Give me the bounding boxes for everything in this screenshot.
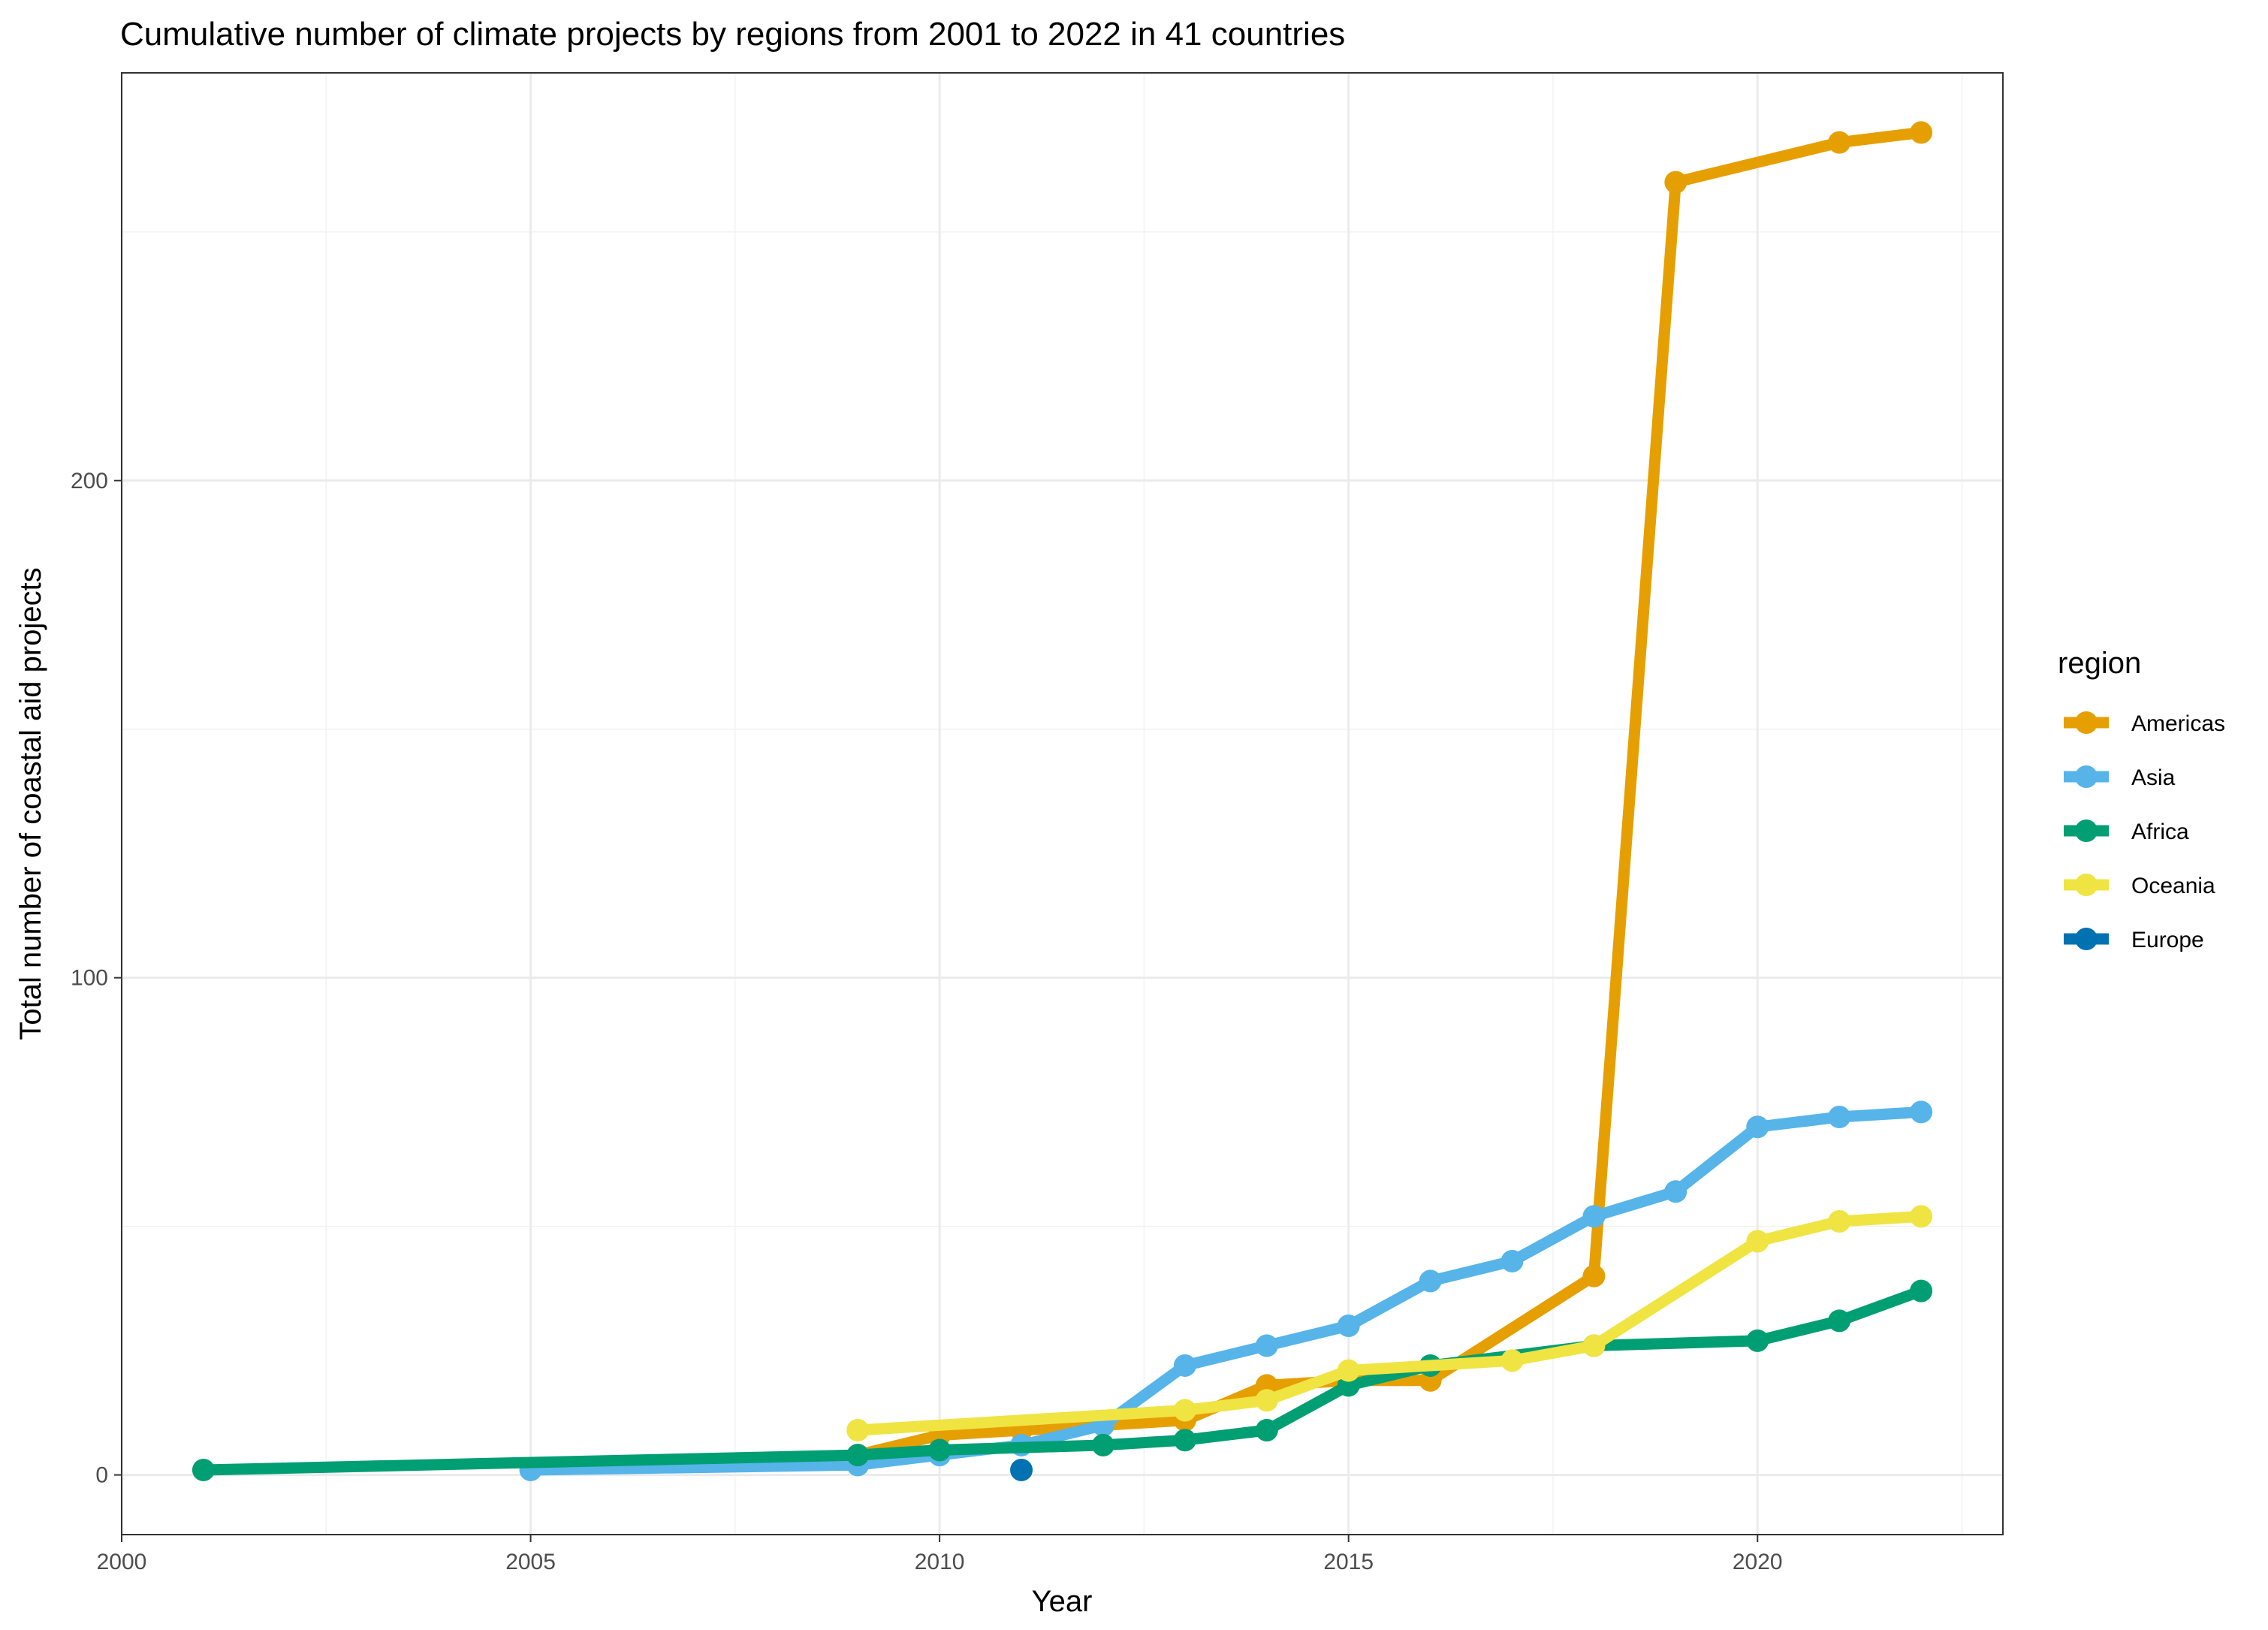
- data-point-americas: [1664, 171, 1687, 194]
- y-tick-label: 0: [95, 1463, 108, 1488]
- y-axis-title: Total number of coastal aid projects: [14, 567, 47, 1040]
- data-point-americas: [1910, 121, 1933, 144]
- data-point-asia: [1664, 1180, 1687, 1203]
- data-point-africa: [1828, 1309, 1851, 1333]
- data-point-americas: [1828, 131, 1851, 154]
- legend-label-asia: Asia: [2131, 765, 2176, 790]
- x-axis: 2000 2005 2010 2015 2020: [97, 1535, 1783, 1574]
- x-axis-title: Year: [1032, 1585, 1093, 1618]
- data-point-asia: [1910, 1100, 1933, 1124]
- data-point-oceania: [1173, 1399, 1196, 1422]
- data-point-asia: [1255, 1334, 1278, 1357]
- data-point-americas: [1582, 1264, 1606, 1287]
- x-tick-label: 2020: [1733, 1550, 1783, 1574]
- legend-key-point-asia: [2075, 765, 2098, 788]
- series-line-africa: [203, 1285, 1923, 1476]
- data-point-asia: [1173, 1354, 1196, 1377]
- data-point-africa: [846, 1444, 870, 1467]
- chart-title: Cumulative number of climate projects by…: [120, 16, 1345, 53]
- series-layer: [192, 121, 1933, 1481]
- legend-key-point-americas: [2075, 711, 2098, 734]
- plot-panel-border: [121, 72, 2004, 1535]
- y-tick-label: 200: [71, 469, 108, 494]
- data-point-africa: [928, 1438, 952, 1462]
- data-point-africa: [1255, 1419, 1278, 1441]
- x-tick-label: 2015: [1323, 1550, 1374, 1574]
- legend-label-americas: Americas: [2131, 711, 2225, 736]
- legend-key-point-europe: [2075, 928, 2098, 950]
- legend-label-oceania: Oceania: [2131, 874, 2215, 898]
- y-tick-label: 100: [71, 966, 108, 991]
- data-point-oceania: [1746, 1230, 1769, 1253]
- data-point-oceania: [1337, 1359, 1360, 1382]
- y-axis: 0 100 200: [71, 469, 122, 1488]
- legend-key-point-africa: [2075, 820, 2098, 842]
- data-point-oceania: [1500, 1349, 1524, 1372]
- grid-minor: [122, 73, 2003, 1535]
- legend: region Americas Asia Africa Oceania Europe: [2058, 647, 2225, 952]
- data-point-asia: [1500, 1249, 1524, 1272]
- data-point-oceania: [846, 1419, 870, 1441]
- data-point-africa: [1746, 1329, 1769, 1352]
- data-point-asia: [1746, 1115, 1769, 1139]
- x-tick-label: 2005: [505, 1550, 556, 1574]
- series-line-asia: [530, 1106, 1922, 1476]
- grid-major: [120, 73, 2003, 1535]
- data-point-asia: [1337, 1315, 1360, 1337]
- legend-key-point-oceania: [2075, 874, 2098, 896]
- data-point-europe: [1010, 1458, 1033, 1481]
- data-point-africa: [1091, 1433, 1114, 1456]
- data-point-asia: [1828, 1106, 1851, 1128]
- data-point-oceania: [1828, 1210, 1851, 1233]
- legend-title: region: [2058, 647, 2141, 680]
- data-point-oceania: [1582, 1334, 1606, 1357]
- series-line-americas: [856, 126, 1923, 1461]
- data-point-africa: [1173, 1429, 1196, 1452]
- legend-label-europe: Europe: [2131, 928, 2204, 952]
- data-point-oceania: [1255, 1389, 1278, 1412]
- data-point-asia: [1582, 1205, 1606, 1228]
- data-point-africa: [192, 1458, 215, 1481]
- legend-label-africa: Africa: [2131, 820, 2189, 844]
- data-point-asia: [1419, 1269, 1442, 1293]
- data-point-africa: [1910, 1279, 1933, 1302]
- data-point-oceania: [1910, 1205, 1933, 1228]
- x-tick-label: 2010: [915, 1550, 965, 1574]
- x-tick-label: 2000: [97, 1550, 147, 1574]
